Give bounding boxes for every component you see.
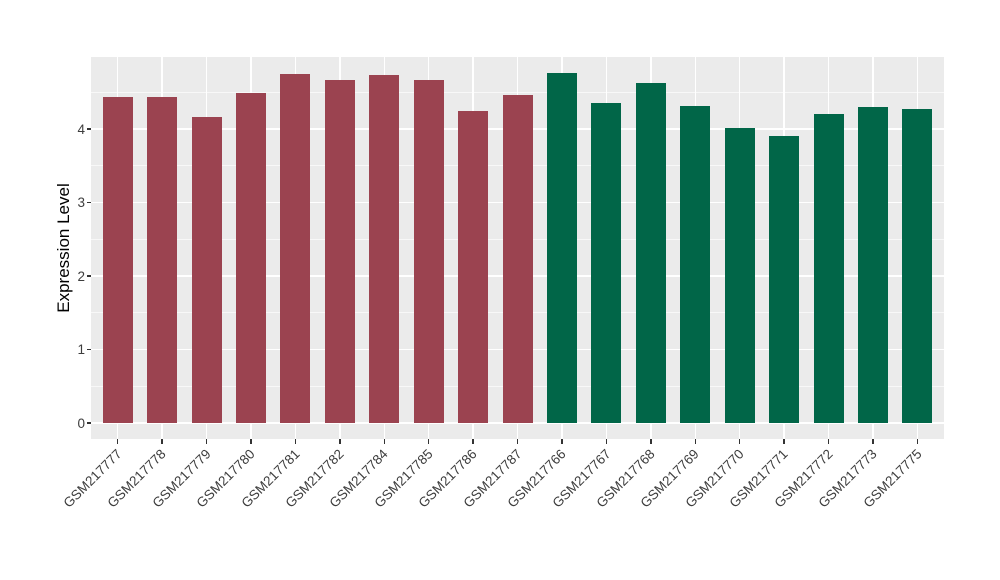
x-tick-mark bbox=[294, 439, 297, 444]
bar-GSM217782 bbox=[324, 79, 355, 423]
y-tick-label: 4 bbox=[77, 121, 85, 137]
y-tick-mark bbox=[86, 348, 91, 351]
x-tick-mark bbox=[516, 439, 519, 444]
x-tick-mark bbox=[916, 439, 919, 444]
bar-GSM217769 bbox=[680, 106, 711, 423]
y-tick-label: 2 bbox=[77, 268, 85, 284]
bar-GSM217781 bbox=[280, 73, 311, 423]
bar-GSM217777 bbox=[102, 97, 133, 423]
bar-GSM217786 bbox=[458, 111, 489, 423]
x-tick-mark bbox=[872, 439, 874, 444]
x-tick-mark bbox=[827, 439, 830, 444]
x-tick-mark bbox=[383, 439, 386, 444]
bar-GSM217773 bbox=[858, 106, 888, 423]
x-tick-mark bbox=[427, 439, 430, 444]
bar-GSM217775 bbox=[902, 109, 933, 423]
y-tick-label: 3 bbox=[77, 195, 85, 210]
bar-GSM217784 bbox=[369, 75, 400, 423]
y-tick-mark bbox=[86, 128, 91, 130]
x-tick-mark bbox=[783, 439, 785, 444]
bar-GSM217768 bbox=[635, 82, 666, 423]
bar-GSM217766 bbox=[547, 73, 577, 423]
bar-GSM217785 bbox=[413, 79, 444, 423]
x-tick-mark bbox=[738, 439, 741, 444]
x-tick-mark bbox=[205, 439, 208, 444]
y-tick-mark bbox=[86, 275, 91, 277]
bar-GSM217767 bbox=[591, 103, 622, 423]
bar-GSM217770 bbox=[724, 128, 755, 423]
y-tick-mark bbox=[86, 422, 91, 424]
x-tick-mark bbox=[694, 439, 697, 444]
x-tick-mark bbox=[605, 439, 608, 444]
bar-GSM217780 bbox=[235, 93, 266, 423]
x-tick-mark bbox=[116, 439, 119, 444]
x-tick-mark bbox=[250, 439, 252, 444]
x-tick-mark bbox=[161, 439, 163, 444]
y-tick-mark bbox=[86, 201, 91, 204]
bar-GSM217771 bbox=[769, 136, 800, 423]
plot-panel bbox=[91, 57, 944, 439]
bar-GSM217787 bbox=[502, 95, 533, 423]
x-tick-mark bbox=[650, 439, 652, 444]
y-tick-label: 0 bbox=[77, 415, 85, 431]
y-tick-label: 1 bbox=[77, 342, 85, 357]
x-tick-mark bbox=[472, 439, 474, 444]
x-tick-mark bbox=[561, 439, 563, 444]
bar-GSM217779 bbox=[191, 116, 222, 423]
x-tick-mark bbox=[339, 439, 341, 444]
bar-GSM217772 bbox=[813, 114, 844, 423]
bar-GSM217778 bbox=[147, 97, 178, 423]
